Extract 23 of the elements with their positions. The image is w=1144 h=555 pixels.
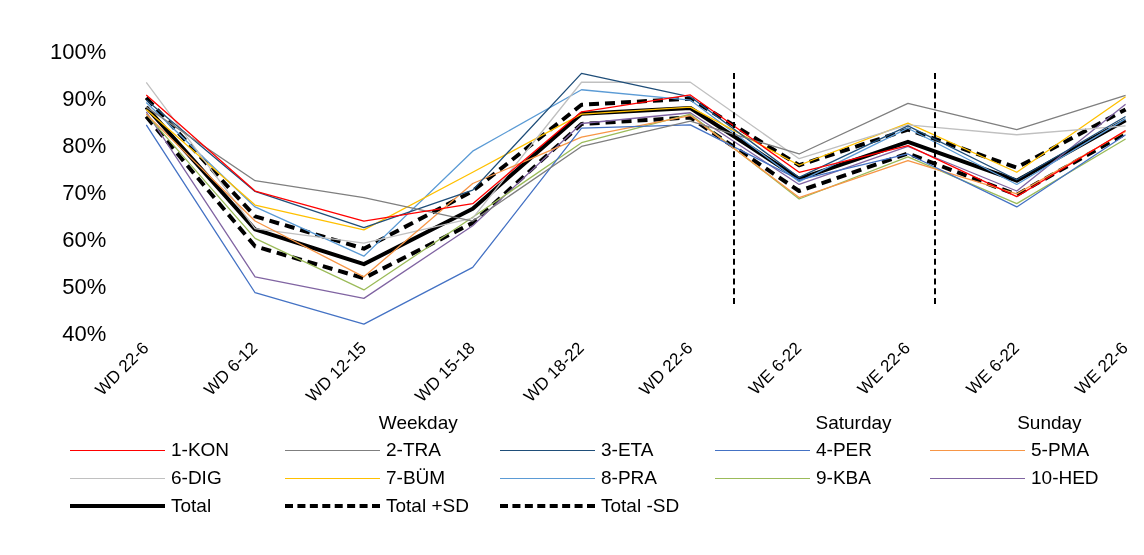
- y-tick-label: 100%: [49, 39, 107, 65]
- legend-label: Total +SD: [386, 495, 469, 517]
- legend-label: 6-DIG: [171, 467, 222, 489]
- legend-label: Total -SD: [601, 495, 680, 517]
- legend-label: 3-ETA: [601, 439, 654, 461]
- legend-label: Total: [171, 495, 212, 517]
- legend-label: 2-TRA: [386, 439, 441, 461]
- legend-label: 5-PMA: [1031, 439, 1090, 461]
- text: Sunday: [1016, 412, 1083, 434]
- legend-label: 9-KBA: [816, 467, 871, 489]
- legend-label: 8-PRA: [601, 467, 657, 489]
- y-tick-label: 50%: [62, 273, 107, 299]
- legend-label: 10-HED: [1031, 467, 1099, 489]
- legend-label: 1-KON: [171, 439, 230, 461]
- y-tick-label: 60%: [62, 226, 107, 252]
- y-tick-label: 70%: [62, 179, 107, 205]
- text: Weekday: [377, 412, 459, 434]
- y-tick-label: 80%: [62, 133, 107, 159]
- legend-label: 4-PER: [816, 439, 872, 461]
- y-tick-label: 90%: [62, 86, 107, 112]
- text: Saturday: [814, 412, 893, 434]
- y-tick-label: 40%: [62, 320, 107, 346]
- legend-label: 7-BÜM: [386, 467, 446, 489]
